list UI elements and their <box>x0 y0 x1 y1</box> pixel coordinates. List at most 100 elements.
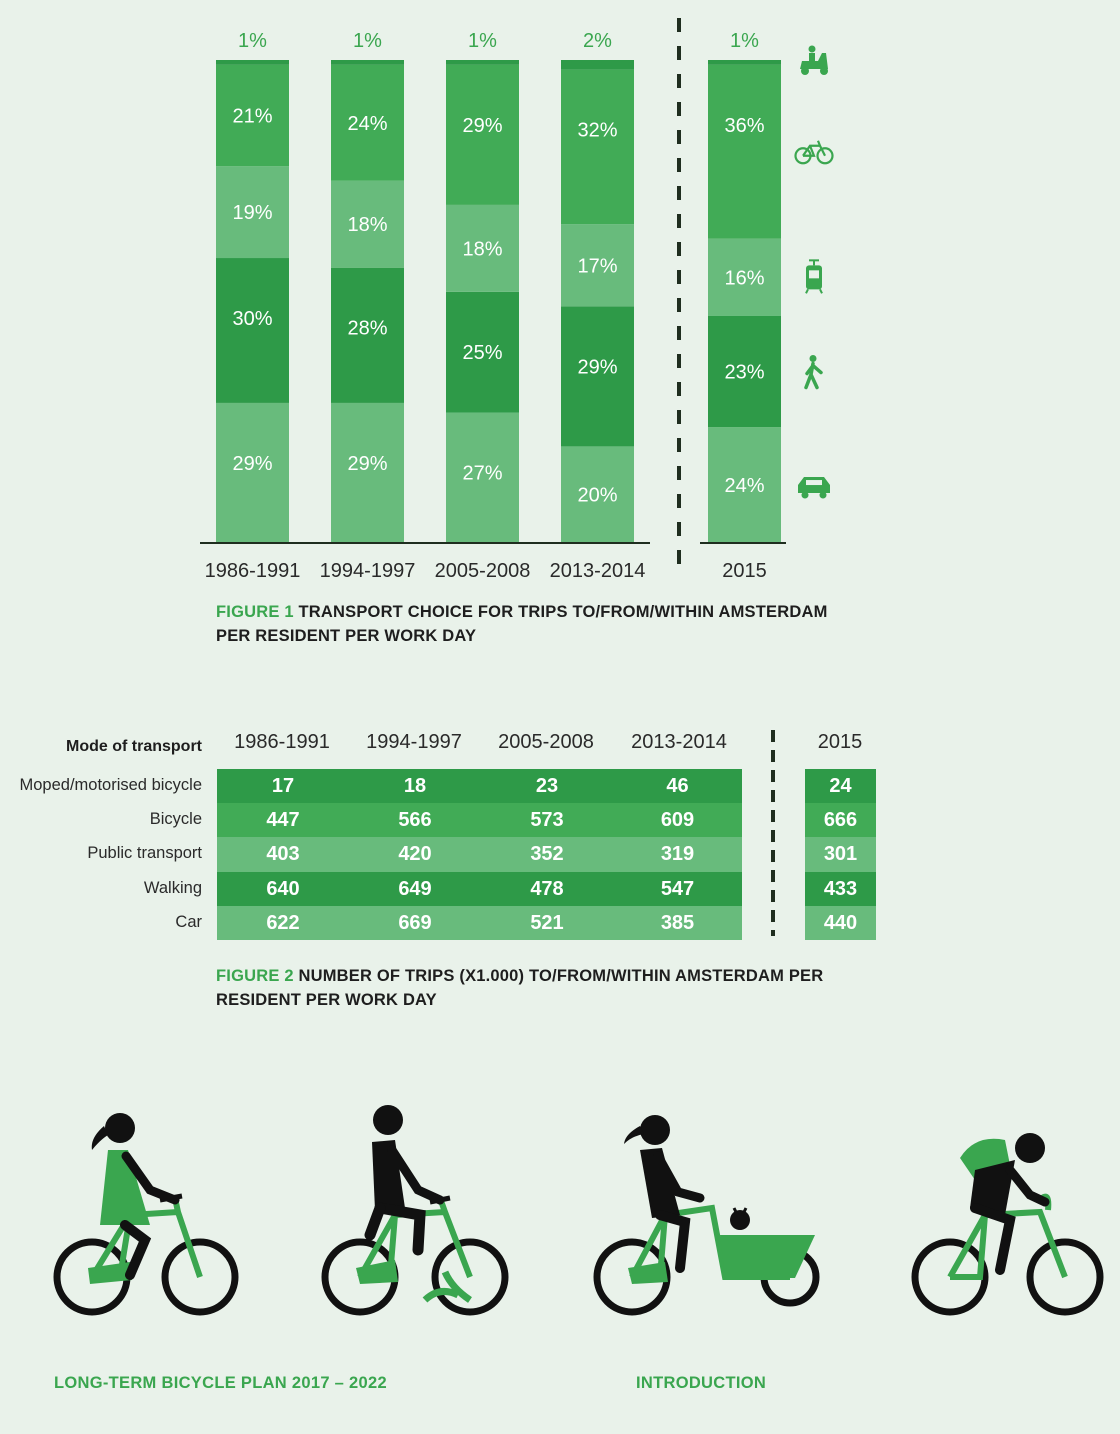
bar-segment <box>446 60 519 65</box>
table-cell: 46 <box>613 769 742 804</box>
table-column-header: 2015 <box>817 731 863 753</box>
moped-icon <box>800 45 828 75</box>
table-cell: 622 <box>217 905 349 941</box>
cyclist-woman-dress <box>53 1113 239 1316</box>
table-cell: 478 <box>481 871 613 907</box>
stacked-bar-chart: 29% 30% 19% 21% 1% 1986-1991 29% 28% 18% 24% 1% 199… <box>200 18 834 582</box>
data-label: 29% <box>232 453 272 475</box>
bar-segment <box>708 315 781 428</box>
table-cell: 547 <box>613 871 742 907</box>
data-label: 36% <box>724 115 764 137</box>
table-row-label: Car <box>175 912 202 931</box>
figure-1-number: FIGURE 1 <box>216 603 294 621</box>
bar-segment <box>216 64 289 167</box>
data-label: 25% <box>462 342 502 364</box>
data-label: 32% <box>577 120 617 142</box>
figure-2-title: NUMBER OF TRIPS (X1.000) TO/FROM/WITHIN … <box>216 967 824 1009</box>
data-label-moped: 1% <box>730 30 759 52</box>
figure-2-caption: FIGURE 2 NUMBER OF TRIPS (X1.000) TO/FRO… <box>216 964 836 1012</box>
table-cell: 669 <box>349 905 481 941</box>
table-cell: 566 <box>349 803 481 838</box>
footer-section-title: INTRODUCTION <box>636 1374 767 1392</box>
table-cell: 403 <box>217 837 349 873</box>
data-label: 20% <box>577 485 617 507</box>
table-cell: 24 <box>805 769 876 804</box>
bar-segment <box>708 427 781 543</box>
footer-document-title: LONG-TERM BICYCLE PLAN 2017 – 2022 <box>54 1374 387 1392</box>
data-label: 23% <box>724 362 764 384</box>
data-label-moped: 2% <box>583 30 612 52</box>
data-label: 30% <box>232 308 272 330</box>
table-column-header: 1986-1991 <box>234 731 330 753</box>
data-label: 28% <box>347 318 387 340</box>
table-cell: 521 <box>481 905 613 941</box>
bar-segment <box>331 60 404 65</box>
table-cell: 573 <box>481 803 613 838</box>
cyclist-cargo-bike <box>593 1115 820 1316</box>
data-label: 29% <box>577 356 617 378</box>
bar-segment <box>561 446 634 543</box>
table-cell: 440 <box>805 905 876 941</box>
table-row-label: Public transport <box>87 844 202 863</box>
bar-segment <box>331 267 404 403</box>
bar-segment <box>561 69 634 225</box>
bar-segment <box>331 402 404 543</box>
data-label: 19% <box>232 202 272 224</box>
data-label: 18% <box>347 214 387 236</box>
bar-segment <box>561 60 634 70</box>
table-cell: 433 <box>805 871 876 907</box>
pedestrian-icon <box>804 355 823 390</box>
x-tick-label: 1994-1997 <box>320 560 416 582</box>
figure-1-caption: FIGURE 1 TRANSPORT CHOICE FOR TRIPS TO/F… <box>216 600 836 648</box>
data-label: 24% <box>724 475 764 497</box>
bar-segment <box>216 166 289 259</box>
figure-2-number: FIGURE 2 <box>216 967 294 985</box>
bar-segment <box>331 64 404 181</box>
bar-segment <box>708 64 781 239</box>
bar-segment <box>446 204 519 292</box>
bar-segment <box>561 224 634 307</box>
data-label: 24% <box>347 113 387 135</box>
table-cell: 649 <box>349 871 481 907</box>
bar-segment <box>446 64 519 205</box>
cyclist-man <box>321 1105 509 1316</box>
table-column-header: 2005-2008 <box>498 731 594 753</box>
table-cell: 23 <box>481 769 613 804</box>
bar-segment <box>446 291 519 413</box>
x-tick-label: 1986-1991 <box>205 560 301 582</box>
car-icon <box>798 477 830 499</box>
data-label-moped: 1% <box>353 30 382 52</box>
table-cell: 609 <box>613 803 742 838</box>
data-label-moped: 1% <box>468 30 497 52</box>
table-cell: 385 <box>613 905 742 941</box>
table-cell: 666 <box>805 803 876 838</box>
bar-segment <box>708 60 781 65</box>
cyclists-illustration <box>53 1105 1104 1316</box>
figure-1-title: TRANSPORT CHOICE FOR TRIPS TO/FROM/WITHI… <box>216 603 828 645</box>
x-tick-label: 2005-2008 <box>435 560 531 582</box>
data-label: 21% <box>232 106 272 128</box>
bar-segment <box>446 412 519 543</box>
data-label-moped: 1% <box>238 30 267 52</box>
table-cell: 640 <box>217 871 349 907</box>
bicycle-icon <box>794 140 834 165</box>
table-row-label: Moped/motorised bicycle <box>19 776 203 794</box>
table-period-separator <box>771 730 775 936</box>
table-cell: 18 <box>349 769 481 804</box>
table-cell: 420 <box>349 837 481 873</box>
bar-segment <box>708 238 781 316</box>
data-label: 27% <box>462 463 502 485</box>
table-cell: 17 <box>217 769 349 804</box>
table-cell: 447 <box>217 803 349 838</box>
bar-segment <box>331 180 404 268</box>
data-label: 29% <box>347 453 387 475</box>
data-label: 17% <box>577 255 617 277</box>
data-label: 18% <box>462 238 502 260</box>
cyclist-backpack <box>911 1133 1104 1316</box>
x-tick-label: 2013-2014 <box>550 560 646 582</box>
table-cell: 319 <box>613 837 742 873</box>
bar-segment <box>561 306 634 447</box>
table-row-label: Bicycle <box>149 810 202 829</box>
data-label: 29% <box>462 115 502 137</box>
table-column-header: 1994-1997 <box>366 731 462 753</box>
